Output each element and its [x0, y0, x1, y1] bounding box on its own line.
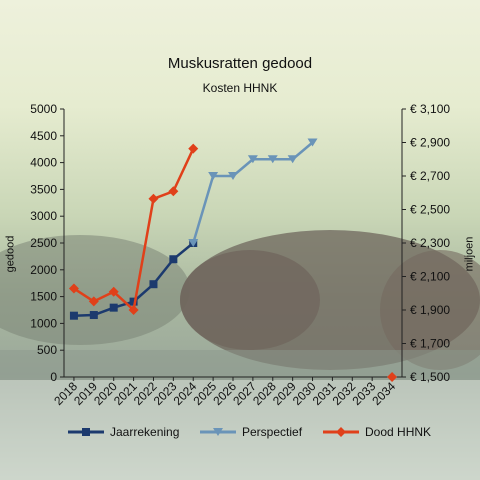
- data-point-jaarrekening: [129, 297, 138, 306]
- y2-tick-label: € 1,500: [410, 370, 450, 384]
- data-point-dood-hhnk: [128, 305, 139, 315]
- data-point-perspectief: [247, 155, 258, 164]
- data-point-perspectief: [188, 239, 199, 247]
- y-tick-label: 2000: [30, 263, 57, 277]
- y-tick-label: 4500: [30, 129, 57, 143]
- chart-subtitle: Kosten HHNK: [202, 81, 278, 95]
- data-point-jaarrekening: [169, 255, 178, 264]
- legend-marker-dood-hhnk: [323, 427, 359, 437]
- data-point-dood-hhnk: [168, 186, 179, 197]
- y-tick-label: 5000: [30, 102, 57, 116]
- y2-tick-label: € 2,300: [410, 236, 450, 250]
- data-point-dood-hhnk: [188, 143, 199, 154]
- series-line-dood-hhnk: [73, 148, 195, 312]
- data-point-jaarrekening: [89, 311, 98, 320]
- legend-marker-jaarrekening: [68, 428, 104, 436]
- y-tick-label: 1500: [30, 290, 57, 304]
- data-point-dood-hhnk: [108, 286, 119, 297]
- data-point-perspectief: [287, 155, 298, 164]
- y2-tick-label: € 1,700: [410, 337, 450, 351]
- chart-title: Muskusratten gedood: [167, 55, 313, 72]
- y2-tick-label: € 3,100: [410, 102, 450, 116]
- y2-tick-label: € 2,700: [410, 169, 450, 183]
- data-point-dood-hhnk: [387, 372, 398, 382]
- legend-marker-perspectief: [200, 428, 236, 436]
- data-point-jaarrekening: [109, 303, 118, 312]
- legend-label-dood-hhnk: Dood HHNK: [365, 425, 432, 439]
- y-tick-label: 3000: [30, 209, 57, 223]
- y-tick-label: 0: [50, 370, 57, 384]
- data-point-dood-hhnk: [68, 283, 79, 294]
- y2-tick-label: € 2,100: [410, 270, 450, 284]
- y-tick-label: 4000: [30, 156, 57, 170]
- legend-item-jaarrekening: Jaarrekening: [68, 425, 179, 439]
- data-point-jaarrekening: [149, 280, 158, 289]
- y-tick-label: 2500: [30, 236, 57, 250]
- data-point-dood-hhnk: [148, 193, 159, 204]
- legend-item-dood-hhnk: Dood HHNK: [323, 425, 431, 439]
- y2-tick-label: € 1,900: [410, 303, 450, 317]
- y-tick-label: 3500: [30, 182, 57, 196]
- y2-tick-label: € 2,900: [410, 136, 450, 150]
- data-point-perspectief: [228, 172, 238, 180]
- data-point-perspectief: [307, 138, 318, 147]
- data-point-perspectief: [208, 172, 219, 180]
- y2-tick-label: € 2,500: [410, 203, 450, 217]
- legend-label-perspectief: Perspectief: [242, 425, 303, 439]
- y-tick-label: 500: [37, 343, 57, 357]
- y-tick-label: 1000: [30, 316, 57, 330]
- data-point-perspectief: [267, 155, 278, 164]
- data-point-jaarrekening: [69, 311, 78, 320]
- legend-label-jaarrekening: Jaarrekening: [110, 425, 180, 439]
- x-tick-label: 2034: [369, 379, 398, 408]
- data-point-dood-hhnk: [88, 296, 99, 307]
- legend-item-perspectief: Perspectief: [200, 425, 302, 439]
